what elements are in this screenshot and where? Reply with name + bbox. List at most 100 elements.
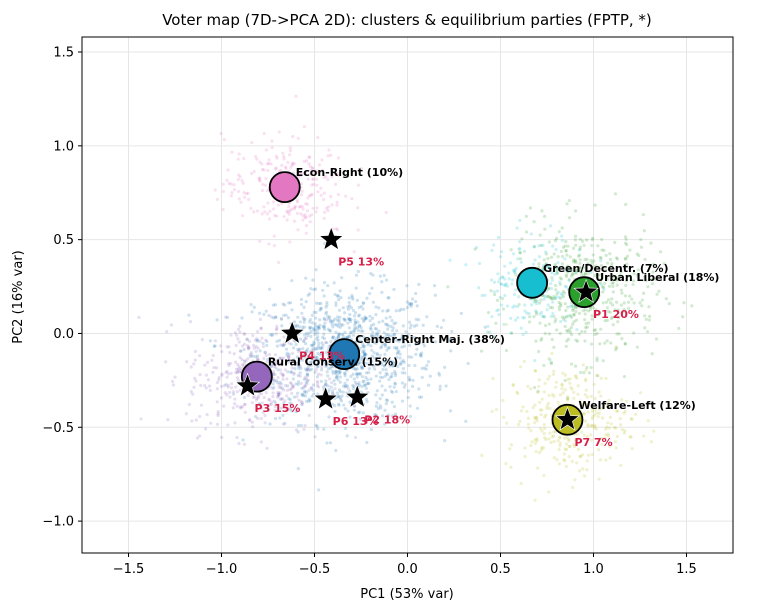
voter-point [346,386,350,390]
voter-point [306,378,310,382]
voter-point [275,324,279,328]
voter-point [318,308,322,312]
voter-point [282,313,286,317]
voter-point [378,375,383,379]
voter-point [610,281,614,285]
voter-point [267,242,271,246]
voter-point [441,318,446,322]
voter-point [274,401,278,405]
voter-point [314,337,319,341]
voter-point [681,315,685,319]
voter-point [547,490,551,494]
voter-point [361,358,365,362]
voter-point [571,303,575,308]
voter-point [329,194,333,199]
voter-point [276,395,280,399]
voter-point [612,425,617,430]
voter-point [492,334,496,339]
voter-point [383,344,388,348]
voter-point [573,234,578,238]
voter-point [488,330,492,334]
party-star [344,383,370,409]
voter-point [609,422,613,426]
voter-point [369,327,373,331]
voter-point [304,349,309,353]
voter-point [600,416,605,420]
voter-point [318,357,322,361]
voter-point [648,314,652,319]
voter-point [564,442,569,446]
voter-point [322,324,327,329]
voter-point [353,366,357,370]
voter-point [624,202,628,207]
voter-point [492,280,497,284]
voter-point [250,310,254,314]
voter-point [207,384,212,388]
voter-point [274,315,278,319]
voter-point [590,261,594,265]
voter-point [288,401,292,405]
voter-point [616,308,620,312]
voter-point [583,318,587,322]
voter-point [486,324,490,328]
voter-point [290,366,294,370]
voter-point [606,309,611,314]
y-tick-label: 1.0 [53,139,74,154]
voter-point [315,362,320,366]
voter-point [366,362,370,366]
voter-point [330,320,334,324]
voter-point [432,283,437,288]
voter-point [277,393,281,397]
voter-point [563,284,567,288]
voter-point [558,331,562,336]
voter-point [335,171,339,176]
voter-point [634,412,638,416]
voter-point [563,447,567,451]
voter-point [292,372,296,376]
voter-point [597,477,601,481]
voter-point [573,259,577,263]
voter-point [567,216,572,220]
voter-point [322,216,326,221]
voter-point [594,264,598,268]
voter-point [513,270,517,274]
voter-point [557,295,561,299]
voter-point [379,346,383,350]
voter-point [570,333,574,337]
voter-point [348,304,352,308]
voter-point [348,317,352,321]
voter-point [598,342,602,346]
voter-point [233,397,237,401]
voter-point [296,423,301,428]
voter-point [592,426,596,430]
voter-point [613,348,618,352]
voter-point [208,339,213,343]
voter-point [320,341,324,345]
voter-point [574,271,578,275]
voter-point [532,245,536,249]
voter-point [628,435,632,439]
voter-point [586,309,591,313]
voter-point [496,308,500,312]
voter-point [397,349,401,353]
voter-point [285,394,289,398]
voter-point [200,338,204,342]
voter-point [547,393,551,398]
voter-point [282,401,286,405]
voter-point [498,295,502,299]
voter-point [323,210,327,214]
voter-point [433,340,438,344]
voter-point [305,209,310,213]
voter-point [503,293,507,298]
voter-point [314,316,318,320]
voter-point [274,366,278,370]
voter-point [226,383,230,387]
grid [82,37,733,553]
voter-point [242,332,246,336]
voter-point [293,323,297,328]
voter-point [307,331,311,335]
voter-point [386,346,391,350]
voter-point [599,283,604,287]
voter-point [333,317,337,321]
voter-point [275,344,279,348]
